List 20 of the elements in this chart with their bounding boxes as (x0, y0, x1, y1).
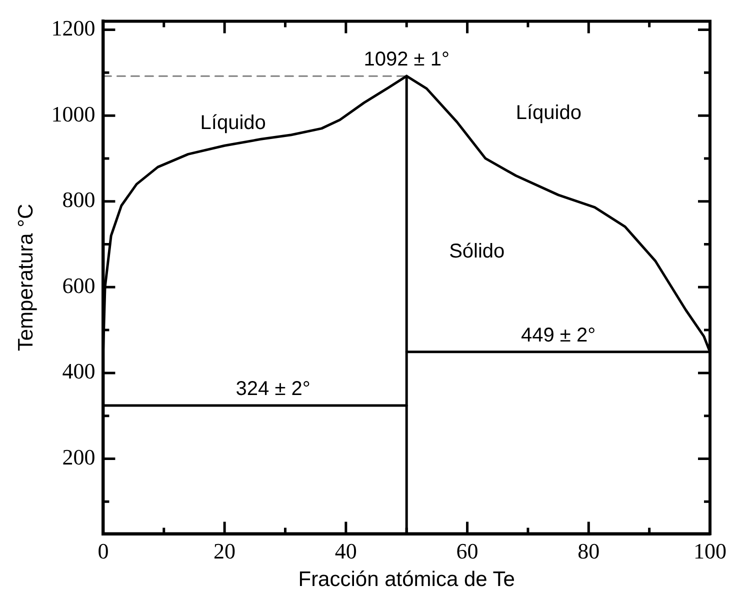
y-axis-title: Temperatura °C (14, 204, 38, 352)
y-tick-label: 1200 (51, 16, 96, 41)
x-tick-label: 80 (578, 538, 600, 564)
annotation: Líquido (200, 112, 266, 134)
y-tick-label: 600 (62, 272, 96, 298)
annotation: 1092 ± 1° (364, 48, 450, 71)
x-tick-label: 20 (214, 538, 236, 564)
annotation: 449 ± 2° (521, 324, 596, 346)
x-axis-title: Fracción atómica de Te (298, 568, 515, 592)
annotation: Líquido (516, 102, 582, 124)
y-tick-label: 1000 (51, 101, 96, 126)
annotation: 324 ± 2° (236, 378, 310, 400)
x-tick-label: 60 (456, 538, 478, 564)
y-tick-label: 400 (62, 358, 96, 384)
y-tick-label: 800 (62, 187, 96, 212)
x-tick-label: 40 (334, 538, 357, 564)
annotation: Sólido (449, 240, 505, 262)
y-tick-label: 200 (62, 444, 96, 470)
x-tick-label: 100 (694, 538, 726, 564)
x-tick-label: 0 (98, 538, 109, 564)
